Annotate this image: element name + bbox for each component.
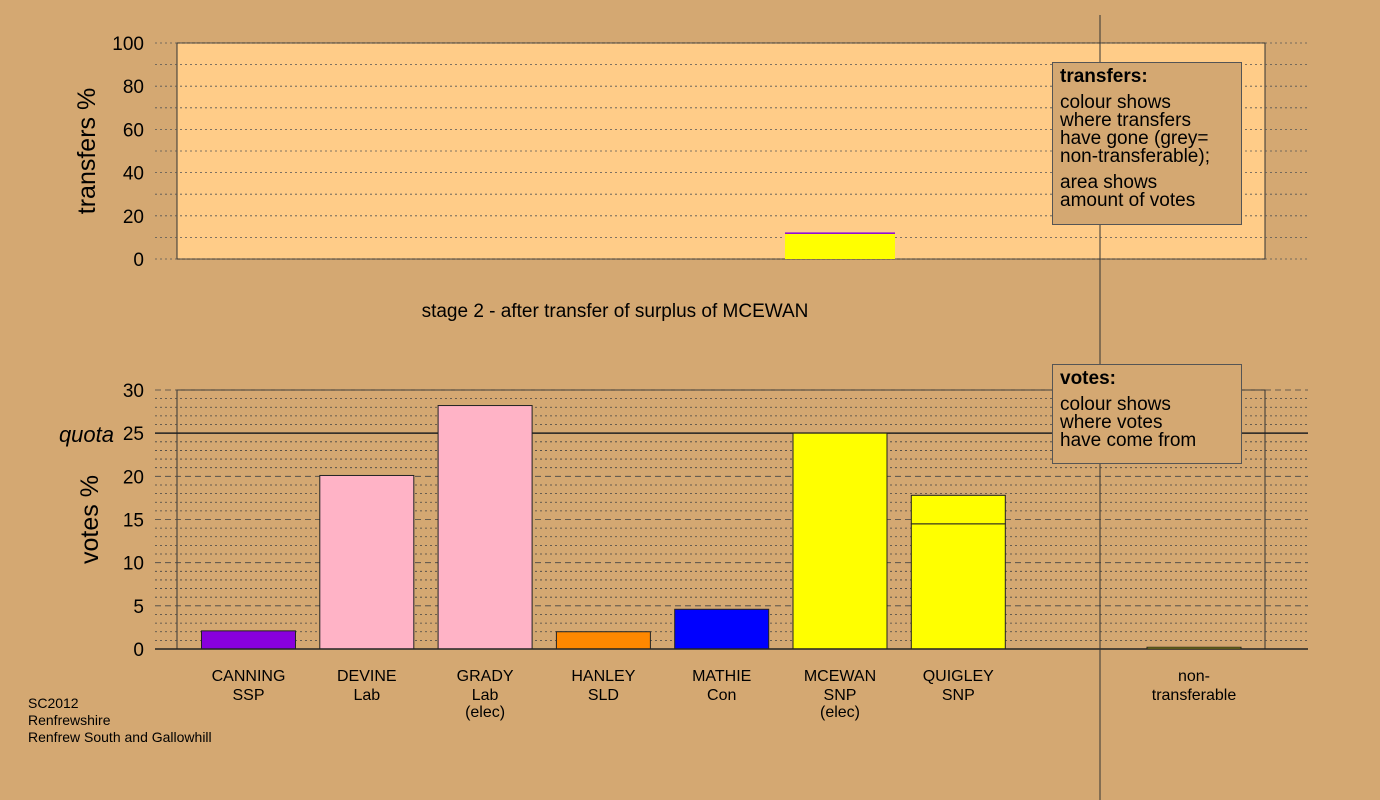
vote-bar: [910, 523, 1006, 650]
transfer-bar-segment: [785, 232, 895, 234]
transfers-y-tick-label: 60: [123, 120, 144, 141]
votes-legend-line: have come from: [1060, 430, 1197, 451]
candidate-status: (elec): [820, 704, 860, 721]
transfers-legend-line: have gone (grey=: [1060, 128, 1209, 149]
candidate-party: SLD: [588, 687, 619, 704]
votes-axis-title: votes %: [76, 475, 104, 564]
transfers-legend-line: colour shows: [1060, 92, 1171, 113]
candidate-name: MATHIE: [692, 668, 751, 685]
vote-bar: [437, 405, 533, 650]
candidate-party: SSP: [232, 687, 264, 704]
candidate-party: Lab: [353, 687, 380, 704]
candidate-name: GRADY: [457, 668, 514, 685]
transfers-y-tick-label: 20: [123, 207, 144, 228]
quota-label: quota: [59, 422, 114, 447]
footer-council: Renfrewshire: [28, 712, 111, 728]
transfers-legend-line: non-transferable);: [1060, 146, 1210, 167]
candidate-party: transferable: [1152, 687, 1237, 704]
votes-y-tick-label: 30: [123, 381, 144, 402]
votes-y-tick-label: 25: [123, 424, 144, 445]
candidate-party: Con: [707, 687, 736, 704]
vote-bar: [555, 631, 651, 650]
candidate-status: (elec): [465, 704, 505, 721]
votes-legend-line: colour shows: [1060, 394, 1171, 415]
transfers-y-tick-label: 100: [112, 34, 144, 55]
transfers-y-tick-label: 80: [123, 77, 144, 98]
footer: SC2012 Renfrewshire Renfrew South and Ga…: [28, 695, 212, 746]
votes-y-tick-label: 5: [133, 597, 144, 618]
candidate-name: QUIGLEY: [923, 668, 994, 685]
votes-legend-line: where votes: [1060, 412, 1163, 433]
footer-ward: Renfrew South and Gallowhill: [28, 729, 212, 745]
vote-bar-transfer-segment: [910, 494, 1006, 525]
transfers-y-tick-label: 40: [123, 164, 144, 185]
candidate-name: non-: [1178, 668, 1210, 685]
candidate-party: SNP: [942, 687, 975, 704]
transfers-legend-line: area shows: [1060, 172, 1158, 193]
transfers-legend-title: transfers:: [1060, 66, 1148, 87]
votes-y-tick-label: 10: [123, 554, 144, 575]
votes-legend: votes: colour shows where votes have com…: [1052, 364, 1242, 464]
transfers-y-tick-label: 0: [133, 250, 144, 271]
candidate-name: MCEWAN: [804, 668, 876, 685]
footer-year: SC2012: [28, 695, 79, 711]
vote-bar: [319, 474, 415, 650]
votes-legend-title: votes:: [1060, 368, 1116, 389]
vote-bar: [201, 630, 296, 650]
votes-y-tick-label: 15: [123, 511, 144, 532]
vote-bar: [792, 432, 888, 650]
transfer-bar-segment: [785, 233, 895, 259]
transfers-legend: transfers: colour shows where transfers …: [1052, 62, 1242, 225]
candidate-name: HANLEY: [571, 668, 635, 685]
vote-bar: [674, 608, 770, 650]
candidate-party: SNP: [824, 687, 857, 704]
transfers-legend-line: amount of votes: [1060, 190, 1196, 211]
stage-caption: stage 2 - after transfer of surplus of M…: [422, 301, 809, 322]
candidate-name: DEVINE: [337, 668, 397, 685]
votes-y-tick-label: 0: [133, 640, 144, 661]
transfers-axis-title: transfers %: [73, 88, 101, 214]
candidate-name: CANNING: [212, 668, 286, 685]
transfers-legend-line: where transfers: [1060, 110, 1191, 131]
candidate-party: Lab: [472, 687, 499, 704]
votes-y-tick-label: 20: [123, 467, 144, 488]
